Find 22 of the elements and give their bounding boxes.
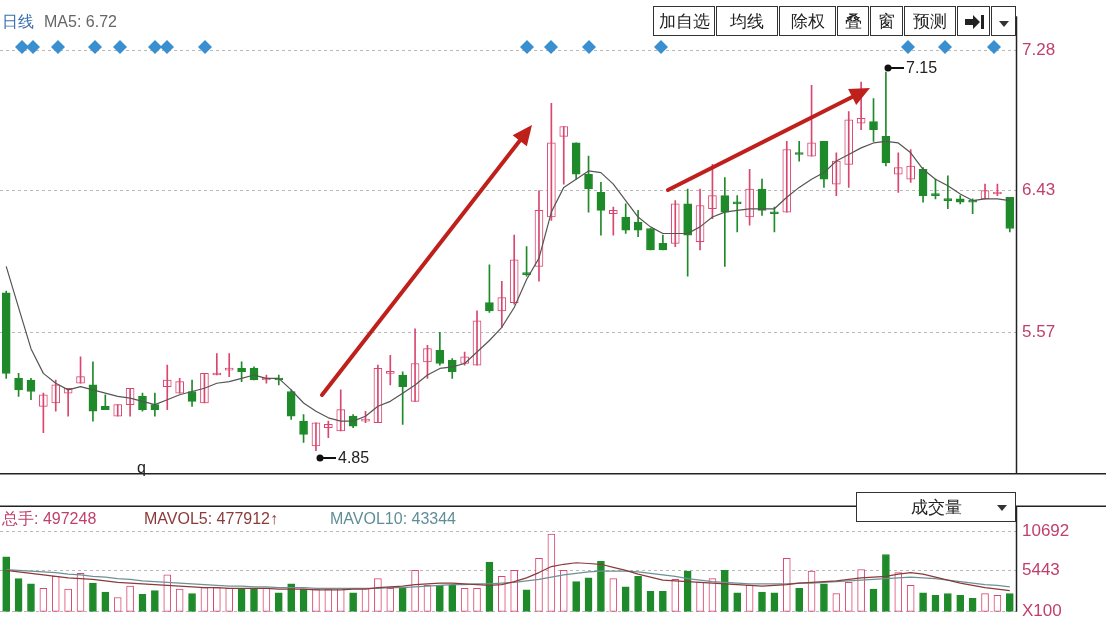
annotation: 4.85 [338,448,370,468]
y-tick-label: 6.43 [1022,180,1056,200]
y-tick-label: 10692 [1022,520,1070,540]
annotation: 日线 [2,12,34,32]
annotation: 成交量 [910,498,962,517]
toolbar-button: 均线 [716,6,778,36]
toolbar-button: 加自选 [653,6,715,36]
annotation: MAVOL10: 43344 [330,509,457,529]
toolbar-button: 窗 [870,6,903,36]
toolbar-button: 叠 [837,6,869,36]
toolbar-button: 预测 [904,6,956,36]
annotation: q [137,458,146,478]
y-tick-label: 5443 [1022,560,1060,580]
y-tick-label: 7.28 [1022,40,1056,60]
toolbar-button: 除权 [779,6,836,36]
annotation: MAVOL5: 477912↑ [144,509,279,529]
annotation: MA5: 6.72 [44,12,117,32]
annotation: 总手: 497248 [2,509,97,529]
y-tick-label: 5.57 [1022,321,1056,341]
dropdown: 成交量 [856,492,1016,522]
y-tick-label: X100 [1022,601,1062,621]
annotation: 7.15 [906,58,938,78]
